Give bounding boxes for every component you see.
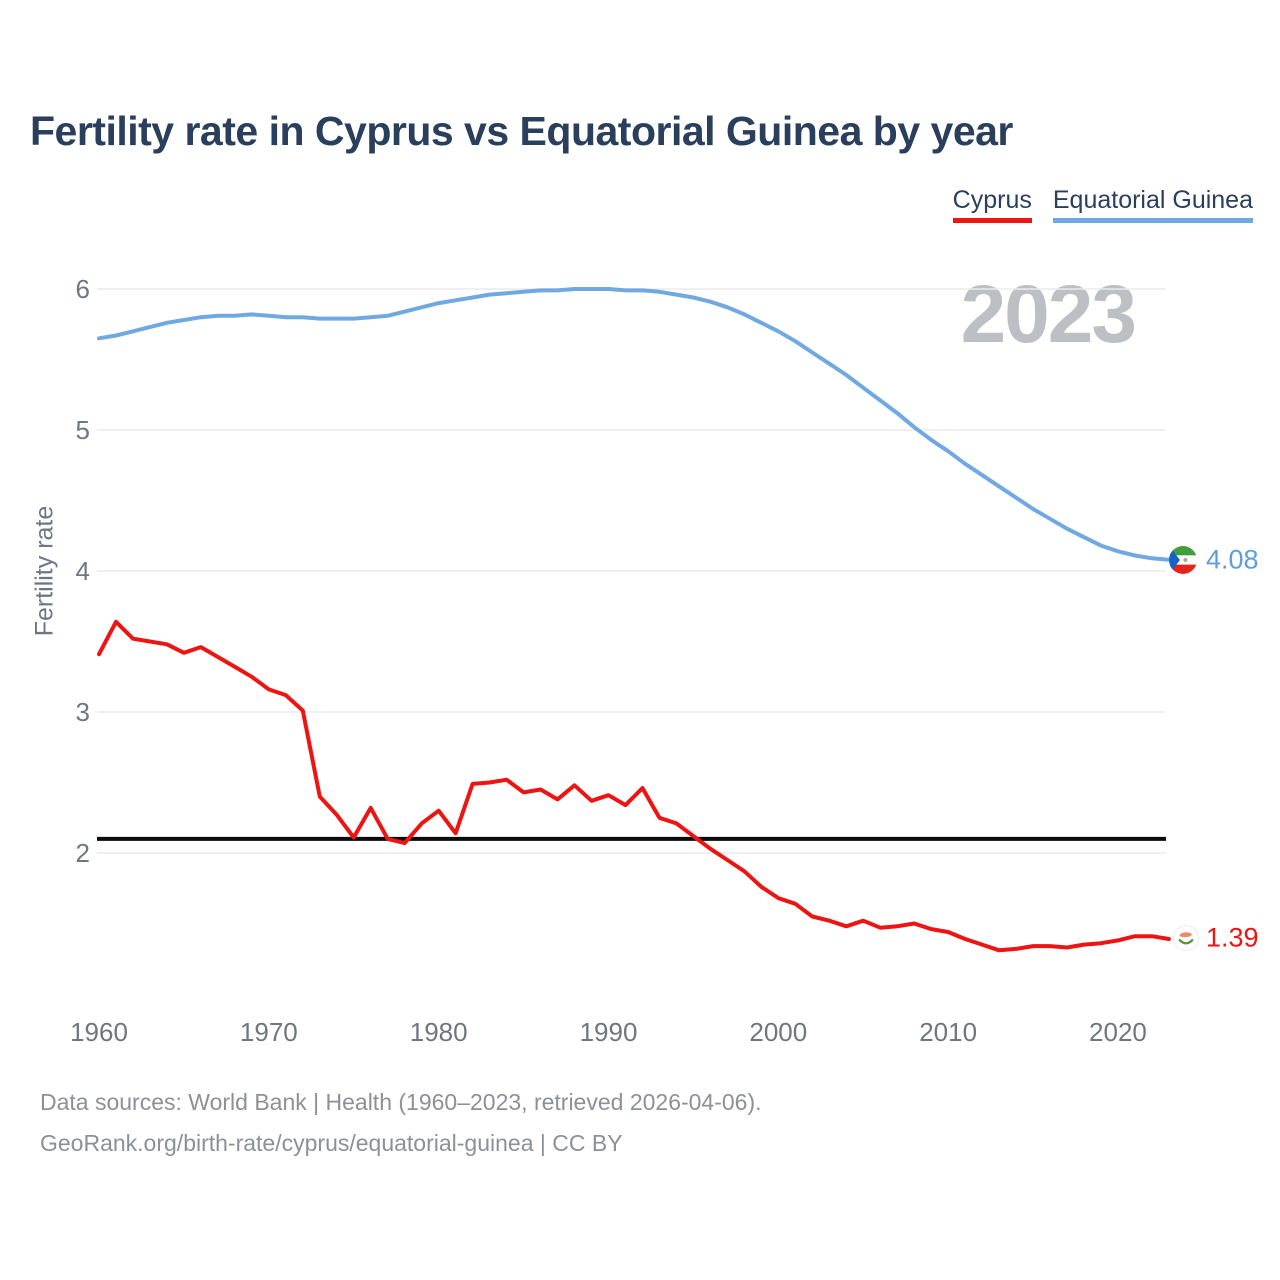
cyprus-flag-icon	[1173, 925, 1199, 956]
chart-title: Fertility rate in Cyprus vs Equatorial G…	[30, 108, 1013, 154]
y-tick-label: 5	[76, 415, 90, 445]
x-tick-label: 1960	[70, 1017, 128, 1047]
x-tick-label: 2000	[749, 1017, 807, 1047]
y-tick-label: 2	[76, 838, 90, 868]
y-tick-label: 6	[76, 274, 90, 304]
equatorial-guinea-flag-icon	[1169, 546, 1197, 579]
x-tick-label: 1980	[410, 1017, 468, 1047]
cyprus-value-label: 1.39	[1206, 922, 1259, 953]
legend-item-equatorial-guinea[interactable]: Equatorial Guinea	[1052, 186, 1253, 223]
y-tick-label: 4	[76, 556, 90, 586]
x-tick-label: 2020	[1089, 1017, 1147, 1047]
legend: Cyprus Equatorial Guinea	[952, 186, 1253, 223]
equatorial-guinea-value-label: 4.08	[1206, 544, 1259, 575]
year-watermark: 2023	[960, 269, 1137, 360]
legend-item-cyprus[interactable]: Cyprus	[952, 186, 1032, 223]
x-tick-label: 1970	[240, 1017, 298, 1047]
footer-attribution: GeoRank.org/birth-rate/cyprus/equatorial…	[40, 1130, 623, 1156]
x-tick-label: 1990	[580, 1017, 638, 1047]
series-line-equatorial-guinea	[97, 287, 1171, 562]
x-tick-label: 2010	[919, 1017, 977, 1047]
y-tick-label: 3	[76, 697, 90, 727]
series-line-cyprus	[97, 619, 1171, 953]
footer-sources: Data sources: World Bank | Health (1960–…	[40, 1089, 762, 1115]
footer: Data sources: World Bank | Health (1960–…	[40, 1082, 762, 1164]
